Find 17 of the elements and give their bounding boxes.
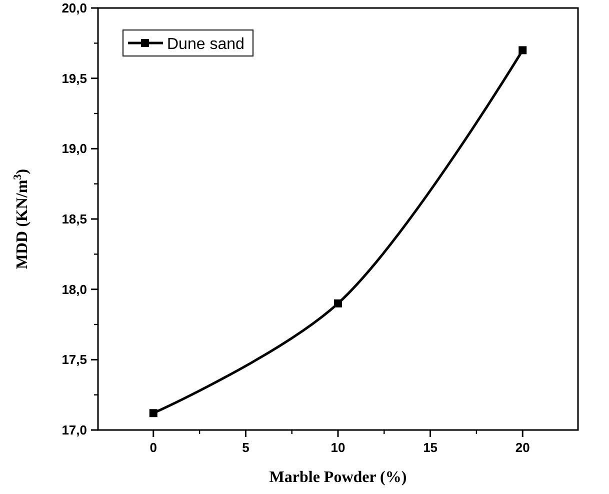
y-tick-label: 18,0 [62, 282, 87, 297]
x-tick-label: 5 [242, 440, 250, 455]
y-tick-label: 19,0 [62, 141, 87, 156]
point [149, 409, 158, 418]
x-tick-label: 10 [330, 440, 346, 455]
x-axis-title: Marble Powder (%) [269, 469, 407, 486]
legend-label: Dune sand [167, 36, 244, 53]
y-tick-label: 17,0 [62, 422, 87, 438]
x-tick-label: 20 [515, 440, 530, 455]
point [518, 46, 527, 54]
x-tick-label: 0 [150, 440, 157, 455]
point [334, 299, 342, 308]
y-tick-label: 20,0 [62, 0, 87, 16]
y-tick-label: 17,5 [62, 352, 87, 368]
y-tick-label: 18,5 [62, 212, 87, 226]
y-tick-label: 19,5 [62, 70, 87, 86]
x-tick-label: 15 [423, 440, 438, 455]
